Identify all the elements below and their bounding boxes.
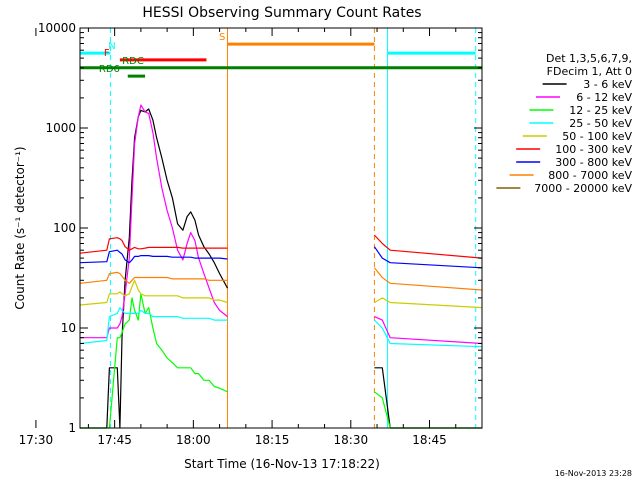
y-tick-label-100: 100 bbox=[53, 221, 76, 235]
flag-label-f: F bbox=[104, 48, 110, 59]
series-line-100-300-kev bbox=[79, 234, 483, 259]
x-tick-label-17-45: 17:45 bbox=[97, 433, 132, 447]
axes: 17:30 17:45 18:00 18:15 18:30 18:45 1 10 100 1000… bbox=[19, 21, 483, 447]
legend-entry-100-300-kev: 100 - 300 keV bbox=[555, 143, 632, 156]
x-tick-label-18-15: 18:15 bbox=[255, 433, 290, 447]
footer-timestamp: 16-Nov-2013 23:28 bbox=[555, 469, 632, 478]
legend-entry-3-6-kev: 3 - 6 keV bbox=[583, 78, 632, 91]
y-tick-label-1: 1 bbox=[68, 421, 76, 435]
legend-entry-300-800-kev: 300 - 800 keV bbox=[555, 156, 632, 169]
series-line-300-800-kev bbox=[79, 246, 483, 269]
legend-header-1: FDecim 1, Att 0 bbox=[547, 65, 632, 78]
y-tick-label-10000: 10000 bbox=[38, 21, 76, 35]
legend: Det 1,3,5,6,7,9,FDecim 1, Att 03 - 6 keV… bbox=[496, 52, 632, 195]
series-line-25-50-kev bbox=[79, 307, 483, 348]
flag-label-s: S bbox=[219, 32, 225, 43]
legend-entry-6-12-kev: 6 - 12 keV bbox=[576, 91, 632, 104]
series-line-800-7000-kev bbox=[79, 267, 483, 291]
y-tick-label-10: 10 bbox=[61, 321, 76, 335]
x-axis-label: Start Time (16-Nov-13 17:18:22) bbox=[184, 457, 380, 471]
x-tick-label-18-30: 18:30 bbox=[334, 433, 369, 447]
y-tick-label-1000: 1000 bbox=[45, 121, 76, 135]
x-tick-label-18-00: 18:00 bbox=[176, 433, 211, 447]
series-line-6-12-kev bbox=[80, 104, 483, 345]
legend-entry-25-50-kev: 25 - 50 keV bbox=[569, 117, 632, 130]
legend-header-0: Det 1,3,5,6,7,9, bbox=[546, 52, 632, 65]
flag-label-n: N bbox=[108, 41, 115, 52]
legend-entry-800-7000-kev: 800 - 7000 keV bbox=[548, 169, 632, 182]
chart-title: HESSI Observing Summary Count Rates bbox=[142, 5, 421, 21]
y-axis-label: Count Rate (s⁻¹ detector⁻¹) bbox=[13, 146, 27, 309]
x-tick-label-18-45: 18:45 bbox=[412, 433, 447, 447]
legend-entry-7000-20000-kev: 7000 - 20000 keV bbox=[534, 182, 632, 195]
legend-entry-12-25-kev: 12 - 25 keV bbox=[569, 104, 632, 117]
flag-label-rdc: RDC bbox=[122, 56, 144, 67]
legend-entry-50-100-kev: 50 - 100 keV bbox=[562, 130, 632, 143]
flag-label-rd6: RD6 bbox=[99, 64, 120, 75]
series-line-50-100-kev bbox=[79, 279, 483, 309]
x-tick-label-17-30: 17:30 bbox=[19, 433, 54, 447]
